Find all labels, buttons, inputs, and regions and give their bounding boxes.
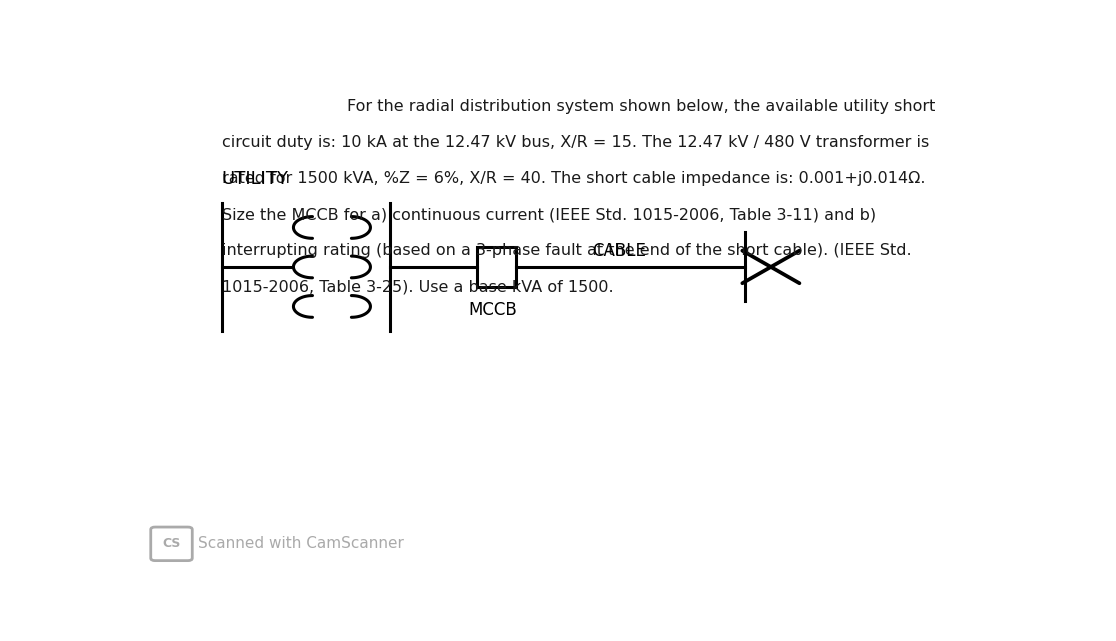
FancyBboxPatch shape — [151, 527, 192, 561]
Text: Size the MCCB for a) continuous current (IEEE Std. 1015-2006, Table 3-11) and b): Size the MCCB for a) continuous current … — [222, 207, 876, 222]
Bar — [477, 247, 516, 287]
Text: For the radial distribution system shown below, the available utility short: For the radial distribution system shown… — [347, 99, 935, 114]
Text: UTILITY: UTILITY — [222, 170, 289, 188]
Text: interrupting rating (based on a 3-phase fault at the end of the short cable). (I: interrupting rating (based on a 3-phase … — [222, 243, 912, 258]
Text: 1015-2006, Table 3-25). Use a base kVA of 1500.: 1015-2006, Table 3-25). Use a base kVA o… — [222, 279, 614, 294]
Text: CS: CS — [162, 537, 181, 551]
Text: Scanned with CamScanner: Scanned with CamScanner — [199, 537, 404, 551]
Text: circuit duty is: 10 kA at the 12.47 kV bus, X/R = 15. The 12.47 kV / 480 V trans: circuit duty is: 10 kA at the 12.47 kV b… — [222, 135, 929, 150]
Text: CABLE: CABLE — [593, 242, 646, 260]
Text: rated for 1500 kVA, %Z = 6%, X/R = 40. The short cable impedance is: 0.001+j0.01: rated for 1500 kVA, %Z = 6%, X/R = 40. T… — [222, 171, 925, 186]
Text: MCCB: MCCB — [468, 301, 517, 319]
